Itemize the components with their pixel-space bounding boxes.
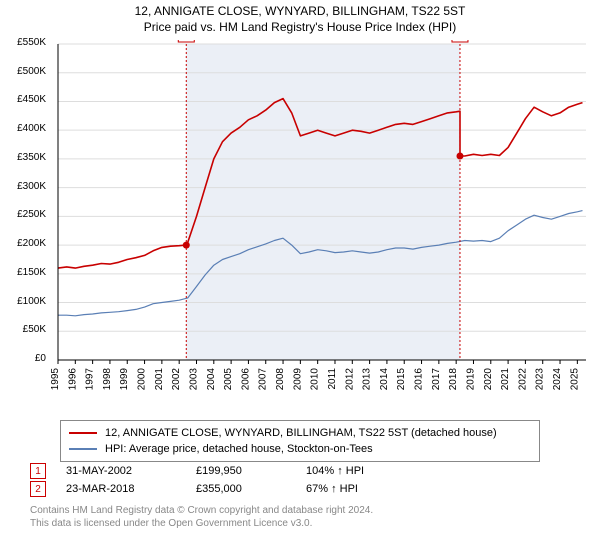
svg-text:2002: 2002 <box>171 368 182 391</box>
sale-pct: 104% ↑ HPI <box>306 465 436 477</box>
svg-text:2020: 2020 <box>483 368 494 391</box>
y-tick-label: £400K <box>17 123 46 134</box>
table-row: 2 23-MAR-2018 £355,000 67% ↑ HPI <box>30 480 436 498</box>
svg-text:1996: 1996 <box>67 368 78 391</box>
chart-svg: 1 2 1995 1996 1997 1998 1999 2000 2001 2002 2003 20… <box>50 40 590 410</box>
title-address: 12, ANNIGATE CLOSE, WYNYARD, BILLINGHAM,… <box>0 4 600 18</box>
legend-item: HPI: Average price, detached house, Stoc… <box>69 441 531 457</box>
sale-badge: 2 <box>30 481 46 497</box>
footer: Contains HM Land Registry data © Crown c… <box>30 504 373 530</box>
y-tick-label: £350K <box>17 152 46 163</box>
svg-text:2012: 2012 <box>344 368 355 391</box>
svg-text:1997: 1997 <box>85 368 96 391</box>
svg-text:2015: 2015 <box>396 368 407 391</box>
y-tick-label: £50K <box>23 324 46 335</box>
y-tick-label: £450K <box>17 94 46 105</box>
footer-line2: This data is licensed under the Open Gov… <box>30 517 373 530</box>
y-tick-label: £300K <box>17 181 46 192</box>
table-row: 1 31-MAY-2002 £199,950 104% ↑ HPI <box>30 462 436 480</box>
svg-text:1998: 1998 <box>102 368 113 391</box>
chart-titles: 12, ANNIGATE CLOSE, WYNYARD, BILLINGHAM,… <box>0 0 600 34</box>
svg-text:2000: 2000 <box>137 368 148 391</box>
title-subtitle: Price paid vs. HM Land Registry's House … <box>0 20 600 34</box>
svg-text:2025: 2025 <box>569 368 580 391</box>
svg-text:2004: 2004 <box>206 368 217 391</box>
svg-text:2006: 2006 <box>240 368 251 391</box>
footer-line1: Contains HM Land Registry data © Crown c… <box>30 504 373 517</box>
sale-date: 31-MAY-2002 <box>66 465 196 477</box>
sale-date: 23-MAR-2018 <box>66 483 196 495</box>
legend-item: 12, ANNIGATE CLOSE, WYNYARD, BILLINGHAM,… <box>69 425 531 441</box>
y-tick-label: £250K <box>17 209 46 220</box>
svg-text:2011: 2011 <box>327 368 338 390</box>
svg-text:2016: 2016 <box>414 368 425 391</box>
y-tick-label: £150K <box>17 267 46 278</box>
svg-text:2022: 2022 <box>517 368 528 391</box>
y-tick-label: £550K <box>17 37 46 48</box>
legend-label-hpi: HPI: Average price, detached house, Stoc… <box>105 443 373 455</box>
y-tick-label: £200K <box>17 238 46 249</box>
svg-text:2014: 2014 <box>379 368 390 391</box>
svg-text:2023: 2023 <box>535 368 546 391</box>
legend-swatch-hpi <box>69 448 97 450</box>
sale-price: £355,000 <box>196 483 306 495</box>
svg-text:2021: 2021 <box>500 368 511 391</box>
svg-text:2008: 2008 <box>275 368 286 391</box>
svg-text:2001: 2001 <box>154 368 165 391</box>
price-chart: 1 2 1995 1996 1997 1998 1999 2000 2001 2002 2003 20… <box>50 40 590 410</box>
svg-text:2: 2 <box>457 40 463 42</box>
svg-text:1999: 1999 <box>119 368 130 391</box>
sale-pct: 67% ↑ HPI <box>306 483 436 495</box>
sale-badge: 1 <box>30 463 46 479</box>
sale-price: £199,950 <box>196 465 306 477</box>
svg-text:2005: 2005 <box>223 368 234 391</box>
svg-text:2007: 2007 <box>258 368 269 391</box>
svg-text:2010: 2010 <box>310 368 321 391</box>
page: 12, ANNIGATE CLOSE, WYNYARD, BILLINGHAM,… <box>0 0 600 560</box>
y-tick-label: £0 <box>35 353 46 364</box>
legend-swatch-property <box>69 432 97 434</box>
svg-text:2003: 2003 <box>188 368 199 391</box>
legend-label-property: 12, ANNIGATE CLOSE, WYNYARD, BILLINGHAM,… <box>105 427 497 439</box>
svg-text:2018: 2018 <box>448 368 459 391</box>
svg-text:2024: 2024 <box>552 368 563 391</box>
svg-text:2017: 2017 <box>431 368 442 391</box>
svg-text:2013: 2013 <box>362 368 373 391</box>
y-tick-label: £100K <box>17 296 46 307</box>
svg-text:1: 1 <box>183 40 189 42</box>
y-tick-label: £500K <box>17 66 46 77</box>
svg-text:2009: 2009 <box>292 368 303 391</box>
sales-table: 1 31-MAY-2002 £199,950 104% ↑ HPI 2 23-M… <box>30 462 436 498</box>
svg-text:2019: 2019 <box>465 368 476 391</box>
legend: 12, ANNIGATE CLOSE, WYNYARD, BILLINGHAM,… <box>60 420 540 462</box>
svg-text:1995: 1995 <box>50 368 61 391</box>
